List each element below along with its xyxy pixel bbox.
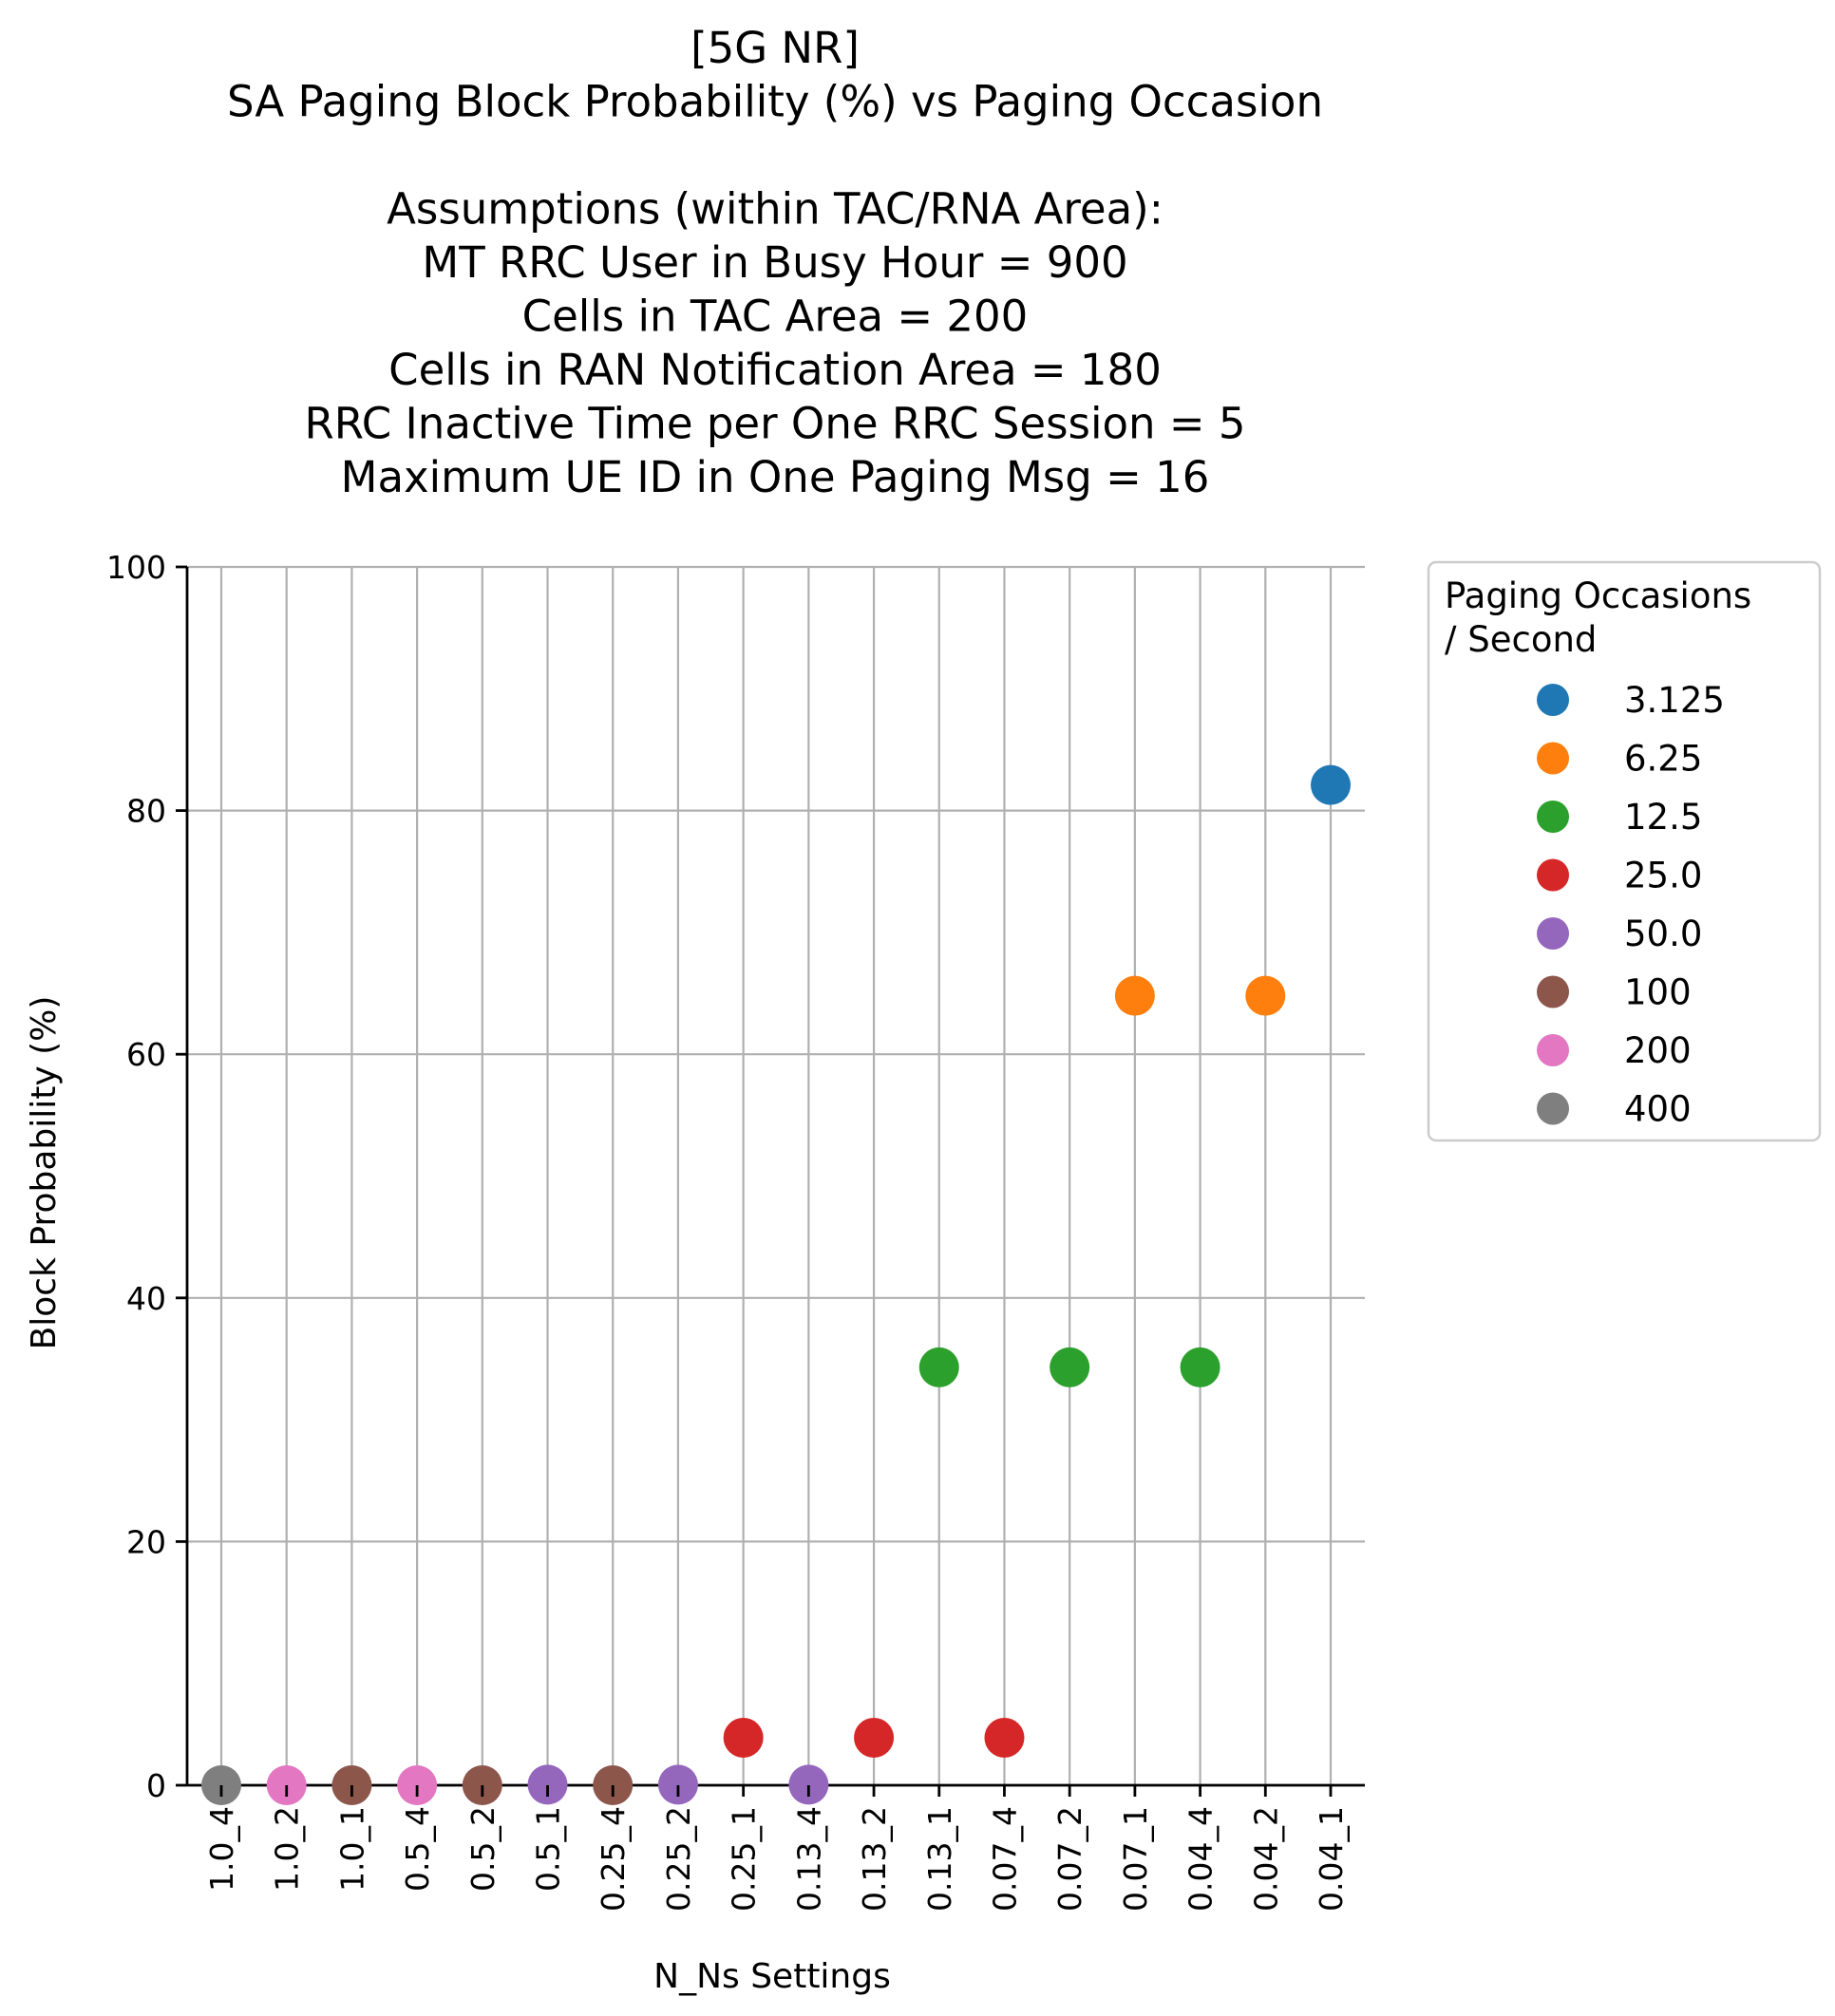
legend-marker <box>1537 917 1569 950</box>
legend-title: / Second <box>1445 619 1597 660</box>
x-tick-label: 0.13_1 <box>921 1806 958 1912</box>
y-tick-label: 80 <box>126 793 166 830</box>
data-point <box>918 1347 959 1387</box>
x-tick-label: 0.07_1 <box>1117 1806 1154 1912</box>
axes <box>185 567 1365 1787</box>
x-tick-label: 1.0_1 <box>333 1806 370 1892</box>
legend-label: 3.125 <box>1624 680 1725 721</box>
y-tick-label: 100 <box>106 549 166 586</box>
legend-marker <box>1537 684 1569 716</box>
legend-marker <box>1537 975 1569 1008</box>
chart-title-line: MT RRC User in Busy Hour = 900 <box>422 237 1127 288</box>
legend-label: 400 <box>1624 1089 1692 1130</box>
x-tick-label: 0.5_1 <box>530 1806 567 1892</box>
chart-title-line: Assumptions (within TAC/RNA Area): <box>387 184 1163 235</box>
data-point <box>1311 764 1351 805</box>
x-tick-label: 0.04_4 <box>1182 1806 1220 1912</box>
y-tick-labels: 0 20 40 60 80 100 <box>106 549 187 1804</box>
data-point <box>1050 1347 1090 1387</box>
y-tick-label: 60 <box>126 1036 166 1073</box>
legend-label: 12.5 <box>1624 797 1702 838</box>
chart-title-line: [5G NR] <box>690 23 860 73</box>
x-tick-label: 0.25_2 <box>660 1806 697 1912</box>
data-point <box>854 1717 895 1758</box>
y-axis-label: Block Probability (%) <box>25 996 64 1350</box>
data-points <box>201 764 1351 1805</box>
x-tick-label: 0.25_1 <box>726 1806 763 1912</box>
x-tick-labels: 1.0_4 1.0_2 1.0_1 0.5_4 0.5_2 0.5_1 0.25_4 0.25… <box>203 1785 1350 1912</box>
data-point <box>657 1764 698 1805</box>
x-tick-label: 1.0_2 <box>269 1806 306 1892</box>
x-tick-label: 0.13_2 <box>856 1806 893 1912</box>
x-axis-label: N_Ns Settings <box>653 1957 891 1996</box>
y-tick-label: 20 <box>126 1523 166 1560</box>
x-tick-label: 1.0_4 <box>203 1806 240 1892</box>
legend-label: 25.0 <box>1624 856 1702 896</box>
x-tick-label: 0.25_4 <box>595 1806 632 1912</box>
y-tick-label: 0 <box>146 1767 166 1804</box>
x-tick-label: 0.04_1 <box>1313 1806 1350 1912</box>
legend-marker <box>1537 742 1569 775</box>
chart-title-line: Cells in TAC Area = 200 <box>522 292 1029 342</box>
x-tick-label: 0.07_2 <box>1051 1806 1088 1912</box>
chart-title-line: RRC Inactive Time per One RRC Session = … <box>305 399 1246 449</box>
legend-title: Paging Occasions <box>1445 575 1751 616</box>
legend: Paging Occasions/ Second 3.125 6.25 12.5 25.… <box>1427 560 1822 1142</box>
chart-title-line: SA Paging Block Probability (%) vs Pagin… <box>227 77 1323 127</box>
legend-frame <box>1427 560 1822 1142</box>
chart-title-line: Maximum UE ID in One Paging Msg = 16 <box>341 452 1210 502</box>
x-tick-label: 0.5_4 <box>399 1806 436 1892</box>
data-point <box>984 1717 1025 1758</box>
legend-label: 200 <box>1624 1030 1692 1071</box>
legend-marker <box>1537 801 1569 833</box>
data-point <box>788 1764 829 1805</box>
chart-title-line: Cells in RAN Notification Area = 180 <box>388 345 1162 395</box>
legend-marker <box>1537 1034 1569 1066</box>
data-point <box>1245 975 1286 1016</box>
data-point <box>527 1764 568 1805</box>
chart-title: [5G NR]SA Paging Block Probability (%) v… <box>227 23 1323 502</box>
x-tick-label: 0.13_4 <box>790 1806 827 1912</box>
y-tick-label: 40 <box>126 1280 166 1317</box>
data-point <box>723 1717 764 1758</box>
legend-marker <box>1537 858 1569 892</box>
x-tick-label: 0.04_2 <box>1247 1806 1284 1912</box>
legend-label: 50.0 <box>1624 914 1702 954</box>
legend-label: 100 <box>1624 972 1692 1013</box>
data-point <box>1180 1347 1220 1387</box>
x-tick-label: 0.07_4 <box>986 1806 1023 1912</box>
x-tick-label: 0.5_2 <box>464 1806 501 1892</box>
legend-label: 6.25 <box>1624 739 1702 780</box>
legend-marker <box>1537 1092 1569 1125</box>
data-point <box>1114 975 1155 1016</box>
grid-lines <box>187 565 1365 1787</box>
